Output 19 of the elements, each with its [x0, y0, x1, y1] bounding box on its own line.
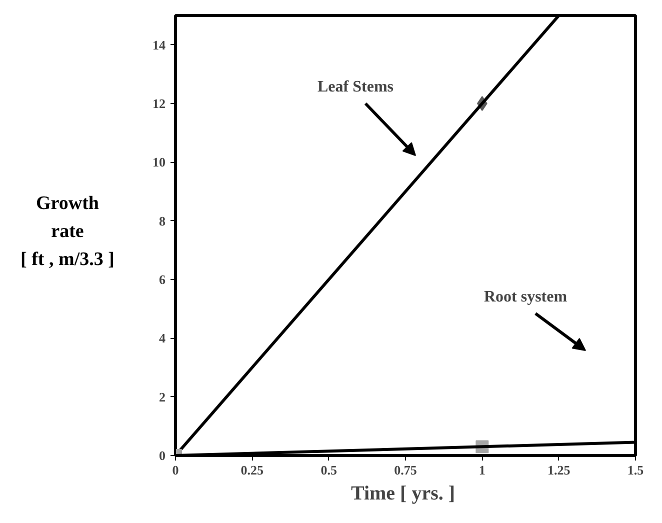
x-tick-label: 1	[478, 462, 486, 478]
y-tick-label: 12	[152, 96, 166, 111]
x-tick-label: 0.5	[320, 462, 338, 478]
x-tick-label: 0.75	[394, 462, 418, 478]
x-tick-label: 1.5	[627, 462, 644, 478]
x-tick-label: 0	[172, 462, 179, 478]
annotation: Leaf Stems	[318, 78, 394, 96]
x-axis-title: Time [ yrs. ]	[350, 482, 456, 504]
annotation: Root system	[484, 288, 568, 306]
y-tick-label: 8	[159, 213, 166, 228]
y-tick-label: 6	[159, 272, 166, 287]
y-tick-label: 0	[159, 448, 166, 463]
x-tick-label: 1.25	[547, 462, 571, 478]
y-tick-label: 4	[159, 330, 166, 346]
y-tick-label: 14	[152, 37, 166, 52]
y-tick-label: 2	[159, 389, 166, 404]
x-tick-label: 0.25	[240, 462, 264, 478]
y-axis-title: Growth rate [ ft , m/3.3 ]	[20, 192, 114, 272]
y-tick-label: 10	[152, 154, 166, 170]
